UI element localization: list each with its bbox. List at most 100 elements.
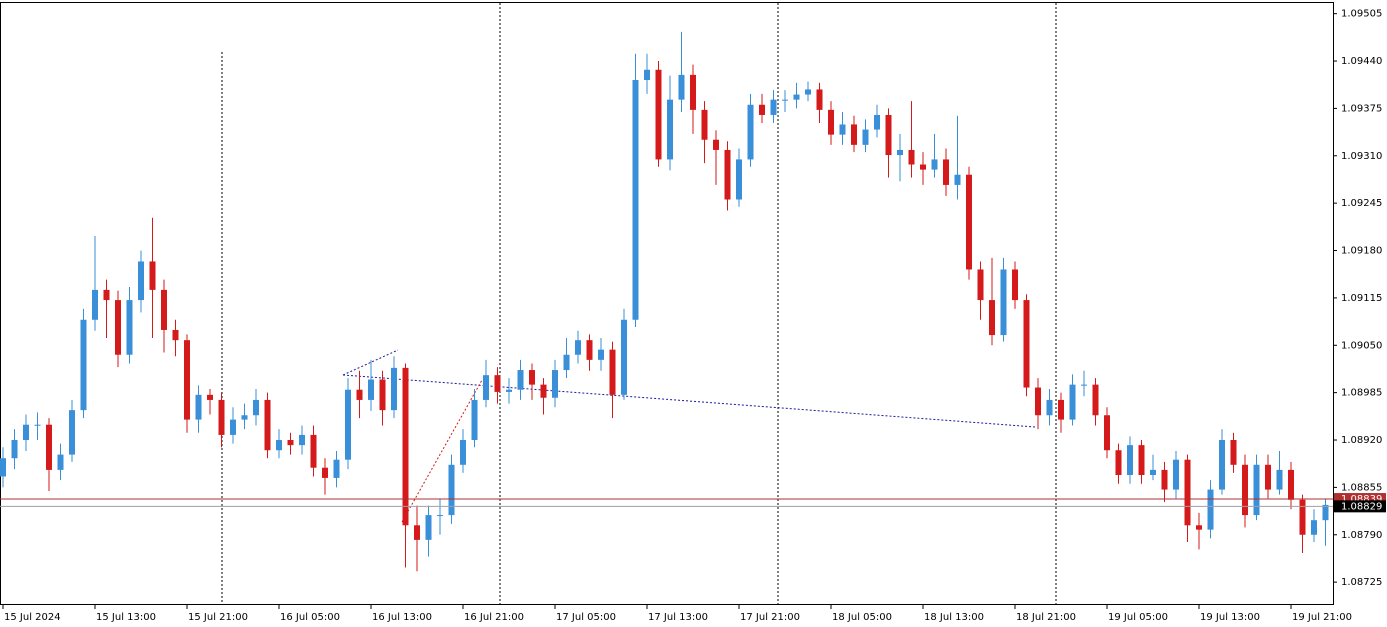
x-tick-label: 19 Jul 05:00 [1108,612,1168,623]
candle-body [391,367,397,411]
candle-body [828,109,834,135]
candle-body [563,354,570,371]
candle-body [621,319,627,395]
y-tick-label: 1.09310 [1341,151,1382,162]
candle-body [1150,469,1156,475]
x-tick-label: 15 Jul 21:00 [188,612,248,623]
candle-body [356,389,363,400]
candle-body [1242,464,1248,516]
y-tick-label: 1.09245 [1341,198,1382,209]
candle-body [506,389,512,392]
candle-body [1000,269,1007,336]
y-tick-label: 1.08920 [1341,435,1382,446]
candle-body [1322,504,1329,521]
candle-body [644,69,650,80]
candle-body [138,261,144,301]
candle-body [770,99,777,115]
x-tick-label: 16 Jul 05:00 [280,612,340,623]
plot-frame [0,2,1334,605]
x-tick-label: 17 Jul 05:00 [556,612,616,623]
candle-body [1219,440,1225,490]
candle-body [1046,399,1053,416]
candle-body [322,467,328,478]
day-separators [221,3,1057,604]
x-tick-label: 19 Jul 21:00 [1292,612,1352,623]
candle-body [448,464,455,516]
candle-body [0,458,6,477]
candle-body [333,459,340,478]
candle-body [517,370,524,390]
y-tick-label: 1.09050 [1341,340,1382,351]
candle-body [1253,464,1260,516]
candle-body [69,410,75,455]
y-tick-label: 1.09375 [1341,103,1382,114]
candle-body [839,124,846,135]
candle-body [460,440,466,465]
x-tick-label: 15 Jul 13:00 [96,612,156,623]
candle-body [805,89,811,95]
candle-body [230,419,236,435]
x-tick-label: 18 Jul 21:00 [1016,612,1076,623]
candle-body [115,300,121,355]
candle-body [851,124,857,145]
y-tick-label: 1.08790 [1341,530,1382,541]
candle-body [368,379,374,400]
candle-body [1161,469,1168,490]
candle-body [1069,384,1076,420]
candle-body [161,289,167,330]
price-label-box [1334,500,1386,513]
candle-body [552,370,558,398]
candle-body [1012,269,1018,301]
candle-body [793,94,800,100]
drawings [342,349,1036,523]
x-tick-label: 18 Jul 05:00 [832,612,892,623]
y-tick-label: 1.09115 [1341,293,1382,304]
candle-body [989,300,995,336]
candle-body [379,379,386,411]
candle-body [977,269,984,301]
candle-body [1115,450,1122,475]
candle-body [57,454,64,470]
candle-body [11,440,18,459]
candle-body [874,114,880,130]
candle-body [920,164,926,170]
candle-body [1276,469,1283,490]
candle-body [609,349,616,395]
candle-body [195,394,202,420]
candle-body [1081,384,1087,386]
y-tick-label: 1.08855 [1341,482,1382,493]
y-tick-label: 1.08725 [1341,577,1382,588]
candle-body [264,399,271,451]
candle-body [241,415,248,420]
candle-body [782,99,788,101]
trendline [401,379,483,523]
candle-body [701,109,708,140]
candle-body [1230,440,1237,465]
price-label: 1.08829 [1341,501,1382,512]
candle-body [931,159,938,170]
candle-body [23,424,29,441]
price-label: 1.08839 [1341,494,1382,505]
y-tick-label: 1.09440 [1341,56,1382,67]
candle-body [816,89,823,110]
candle-body [943,159,949,185]
candle-body [1299,499,1306,535]
candle-body [126,300,133,355]
candle-body [149,261,156,290]
x-tick-label: 16 Jul 21:00 [464,612,524,623]
x-tick-label: 17 Jul 21:00 [740,612,800,623]
candle-body [1058,399,1064,420]
candle-body [862,129,869,145]
candle-body [494,375,501,392]
x-tick-label: 16 Jul 13:00 [372,612,432,623]
candle-body [34,424,41,426]
candle-body [678,74,685,100]
candle-body [414,525,420,540]
candle-body [1035,387,1041,416]
candle-body [1138,445,1145,475]
y-tick-label: 1.09505 [1341,9,1382,20]
candle-body [540,384,547,398]
candle-body [747,104,754,160]
candle-body [1207,489,1214,530]
